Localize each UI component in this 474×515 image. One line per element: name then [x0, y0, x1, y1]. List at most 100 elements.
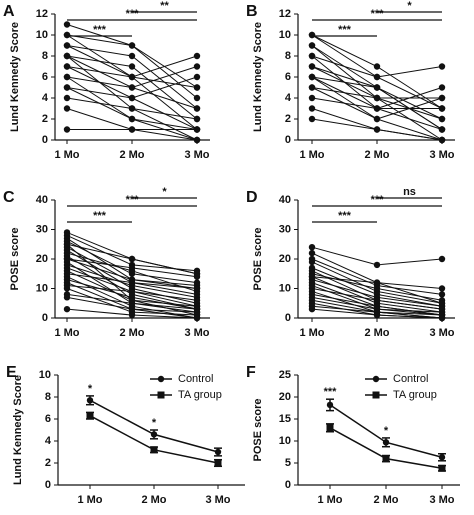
significance-label: *** [93, 24, 107, 36]
marker [438, 454, 446, 461]
marker [372, 375, 380, 383]
marker [382, 455, 390, 463]
marker [128, 297, 136, 304]
marker [308, 31, 316, 39]
marker [128, 105, 136, 112]
x-tick-label: 3 Mo [429, 149, 454, 161]
marker [128, 255, 136, 263]
y-tick-label: 8 [45, 391, 51, 403]
marker [128, 305, 136, 313]
y-tick-label: 12 [36, 8, 48, 20]
marker [193, 314, 201, 322]
x-tick-label: 1 Mo [77, 494, 102, 506]
y-tick-label: 0 [285, 134, 291, 146]
subject-line [311, 97, 443, 130]
legend-label: TA group [178, 389, 222, 401]
y-tick-label: 5 [285, 457, 291, 469]
x-tick-label: 3 Mo [429, 494, 454, 506]
significance-label: *** [338, 24, 352, 36]
y-tick-label: 10 [279, 282, 291, 294]
x-tick-label: 1 Mo [54, 327, 79, 339]
marker [193, 52, 201, 60]
x-tick-label: 2 Mo [373, 494, 398, 506]
marker [438, 464, 446, 472]
x-tick-label: 3 Mo [184, 327, 209, 339]
x-tick-label: 2 Mo [364, 149, 389, 161]
marker [308, 84, 316, 91]
marker [308, 63, 316, 70]
marker [308, 249, 316, 257]
y-tick-label: 6 [42, 71, 48, 83]
y-tick-label: 10 [36, 29, 48, 41]
y-tick-label: 10 [36, 282, 48, 294]
y-tick-label: 10 [279, 435, 291, 447]
marker [193, 126, 201, 133]
marker [63, 105, 71, 112]
significance-label: *** [126, 194, 140, 206]
marker [373, 297, 381, 304]
y-tick-label: 10 [39, 369, 51, 381]
marker [308, 115, 316, 123]
marker [373, 73, 381, 81]
y-axis-label: POSE score [9, 228, 21, 291]
marker [373, 279, 381, 286]
panel-letter: A [3, 3, 15, 20]
marker [128, 264, 136, 272]
x-tick-label: 1 Mo [317, 494, 342, 506]
marker [438, 305, 446, 313]
marker [193, 94, 201, 102]
y-tick-label: 2 [42, 113, 48, 125]
marker [63, 52, 71, 60]
marker [214, 448, 222, 456]
marker [63, 63, 71, 70]
y-tick-label: 0 [285, 312, 291, 324]
marker [438, 136, 446, 144]
y-tick-label: 12 [279, 8, 291, 20]
y-tick-label: 30 [279, 223, 291, 235]
y-tick-label: 6 [45, 413, 51, 425]
significance-label: *** [324, 386, 338, 398]
marker [63, 126, 71, 133]
y-tick-label: 0 [42, 312, 48, 324]
significance-label: *** [338, 210, 352, 222]
marker [63, 255, 71, 263]
marker [438, 84, 446, 91]
y-tick-label: 8 [285, 50, 291, 62]
marker [373, 84, 381, 91]
marker [63, 305, 71, 313]
y-tick-label: 40 [279, 194, 291, 206]
marker [438, 105, 446, 112]
y-tick-label: 0 [45, 479, 51, 491]
marker [128, 84, 136, 91]
significance-label: ** [160, 0, 169, 12]
x-tick-label: 3 Mo [184, 149, 209, 161]
marker [150, 431, 158, 438]
y-axis-label: POSE score [252, 399, 264, 462]
marker [382, 439, 390, 446]
y-tick-label: 15 [279, 413, 291, 425]
marker [308, 258, 316, 266]
significance-label: *** [93, 210, 107, 222]
significance-label: ns [403, 186, 416, 198]
panel-letter: C [3, 189, 15, 206]
y-tick-label: 20 [279, 253, 291, 265]
marker [63, 241, 71, 248]
panel-letter: F [246, 364, 256, 381]
y-tick-label: 2 [285, 113, 291, 125]
panel-letter: E [6, 364, 17, 381]
y-tick-label: 30 [36, 223, 48, 235]
marker [214, 459, 222, 467]
marker [150, 446, 158, 454]
marker [193, 63, 201, 70]
y-axis-label: Lund Kennedy Score [9, 22, 21, 132]
y-tick-label: 4 [45, 435, 52, 447]
marker [63, 285, 71, 292]
y-tick-label: 10 [279, 29, 291, 41]
marker [326, 401, 334, 409]
marker [193, 73, 201, 81]
marker [128, 279, 136, 286]
panel-letter: D [246, 189, 258, 206]
marker [193, 136, 201, 144]
marker [193, 273, 201, 280]
